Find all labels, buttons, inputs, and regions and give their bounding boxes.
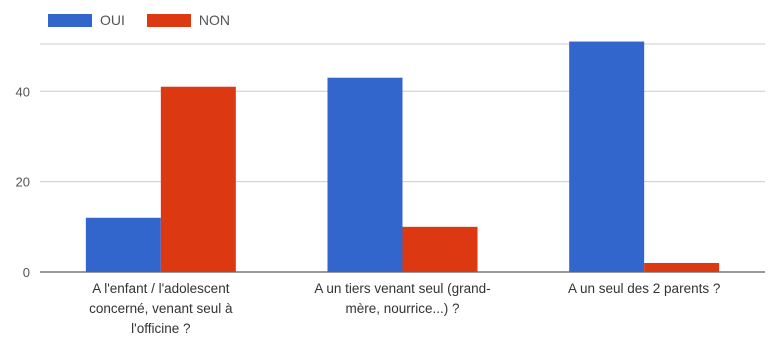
legend-swatch-oui [48, 13, 92, 27]
x-tick-label: l'officine ? [131, 321, 190, 336]
y-tick-label: 20 [16, 175, 30, 190]
x-tick-label: concerné, venant seul à [89, 301, 233, 316]
bar-oui-2 [327, 77, 403, 272]
x-tick-label: A un tiers venant seul (grand- [314, 281, 490, 296]
bar-oui-1 [85, 217, 161, 272]
legend-swatch-non [146, 13, 191, 27]
legend-item-oui: OUI [48, 12, 125, 28]
legend-label-oui: OUI [100, 12, 125, 28]
x-tick-label: A un seul des 2 parents ? [568, 281, 720, 296]
legend: OUI NON [48, 12, 230, 28]
bar-non-1 [160, 86, 236, 272]
y-tick-label: 0 [23, 265, 30, 280]
y-tick-label: 40 [16, 84, 30, 99]
legend-item-non: NON [146, 12, 231, 28]
x-tick-label: A l'enfant / l'adolescent [92, 281, 229, 296]
bar-oui-3 [569, 41, 645, 272]
legend-label-non: NON [198, 12, 231, 28]
x-tick-label: mère, nourrice...) ? [345, 301, 459, 316]
bar-non-3 [644, 262, 720, 272]
bar-non-2 [402, 226, 478, 272]
